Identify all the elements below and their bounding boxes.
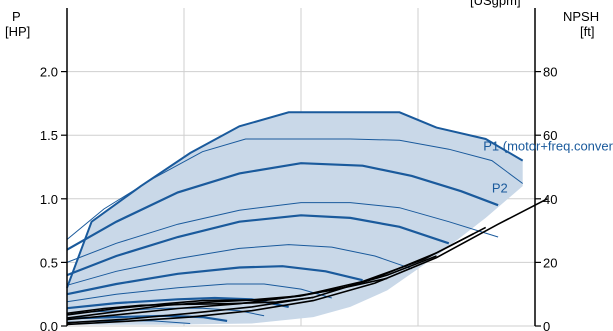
npsh-curve-4 (66, 277, 388, 316)
left-axis-ticks: 0.0 0.5 1.0 1.5 2.0 (40, 65, 67, 331)
power-curve-2 (66, 202, 499, 263)
left-tick-label-3: 1.5 (40, 128, 58, 143)
npsh-curve-1 (66, 226, 487, 324)
right-axis-ticks: 0 20 40 60 80 (535, 65, 557, 331)
right-tick-label-2: 40 (543, 192, 557, 207)
left-tick-label-0: 0.0 (40, 319, 58, 331)
right-tick-label-4: 80 (543, 65, 557, 80)
top-unit-fragment: [USgpm] (470, 0, 521, 8)
power-curve-1 (66, 162, 499, 251)
right-axis-title-line1: NPSH (563, 9, 599, 24)
left-axis-title-line2: [HP] (5, 24, 30, 39)
power-curve-0 (66, 138, 523, 240)
npsh-curve-5 (66, 296, 314, 315)
power-curve-5 (66, 265, 363, 296)
left-tick-label-1: 0.5 (40, 255, 58, 270)
envelope-upper-curve (66, 111, 524, 289)
left-axis-title-line1: P (12, 9, 21, 24)
npsh-curves (66, 198, 548, 326)
operating-envelope-area (67, 112, 523, 325)
power-curves (66, 111, 524, 324)
power-curve-3 (66, 214, 450, 277)
right-axis-title-line2: [ft] (580, 24, 594, 39)
power-curve-6 (66, 283, 332, 303)
series-labels: P1 (motor+freq.converter) P2 (483, 138, 613, 195)
series-label-0: P1 (motor+freq.converter) (483, 138, 613, 153)
plot-axes (66, 8, 536, 326)
right-tick-label-0: 0 (543, 319, 550, 331)
left-tick-label-4: 2.0 (40, 65, 58, 80)
npsh-curve-0 (66, 198, 548, 326)
right-tick-label-1: 20 (543, 255, 557, 270)
power-curve-4 (66, 244, 412, 286)
left-tick-label-2: 1.0 (40, 192, 58, 207)
right-tick-label-3: 60 (543, 128, 557, 143)
series-label-1: P2 (492, 180, 508, 195)
